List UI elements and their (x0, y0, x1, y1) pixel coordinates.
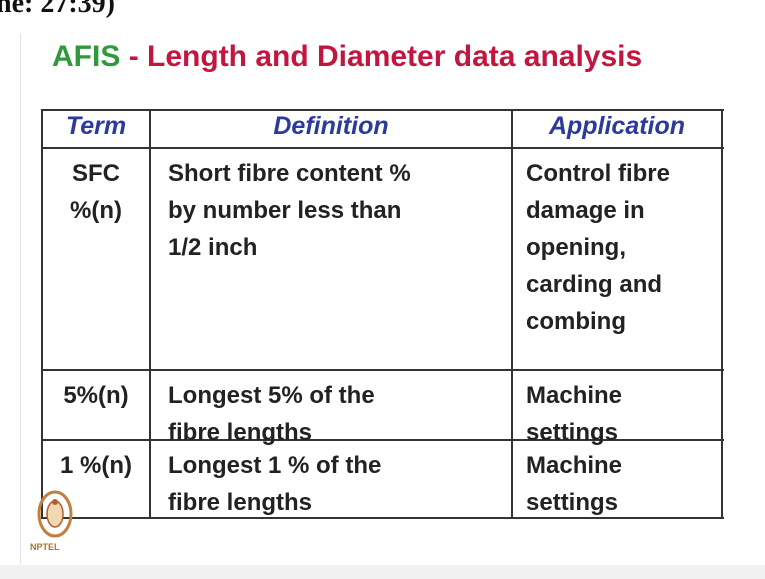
cell-text: settings (526, 419, 619, 446)
column-header: Application (548, 112, 686, 140)
cell-text: %(n) (70, 197, 122, 224)
cell-text: Longest 1 % of the (168, 452, 382, 479)
cell-text: fibre lengths (168, 419, 313, 446)
table-rule (511, 109, 513, 519)
cell-text: 1 %(n) (60, 452, 132, 479)
title-text: Length and Diameter data analysis (147, 40, 643, 73)
cell-text: carding and (526, 271, 663, 298)
cell-text: 5%(n) (63, 382, 129, 409)
cell-text: Machine (526, 382, 623, 409)
slide-title: AFIS - Length and Diameter data analysis (52, 40, 732, 74)
column-header: Definition (273, 112, 389, 140)
logo-text: NPTEL (30, 542, 60, 552)
column-header: Term (65, 112, 127, 140)
cell-text: combing (526, 308, 626, 335)
title-separator: - (128, 40, 139, 73)
table-rule (42, 147, 724, 149)
cell-text: Machine (526, 452, 623, 479)
cell-text: settings (526, 489, 619, 516)
table-rule (42, 109, 724, 111)
cell-text: Longest 5% of the (168, 382, 375, 409)
cell-text: Short fibre content % (168, 160, 411, 187)
cell-text: SFC (72, 160, 120, 187)
table-rule (42, 439, 724, 441)
cell-text: opening, (526, 234, 626, 261)
table-rule (42, 517, 724, 519)
bottom-strip (0, 565, 765, 579)
table-rule (149, 109, 151, 519)
time-caption: ne: 27:39) (0, 0, 115, 19)
title-acronym: AFIS (52, 40, 121, 73)
cell-text: fibre lengths (168, 489, 313, 516)
table-rule (721, 109, 723, 519)
cell-text: 1/2 inch (168, 234, 258, 261)
slide-edge (20, 34, 21, 564)
cell-text: damage in (526, 197, 645, 224)
table-rule (42, 369, 724, 371)
table-rule (41, 109, 43, 519)
logo (37, 490, 73, 538)
cell-text: by number less than (168, 197, 402, 224)
cell-text: Control fibre (526, 160, 670, 187)
